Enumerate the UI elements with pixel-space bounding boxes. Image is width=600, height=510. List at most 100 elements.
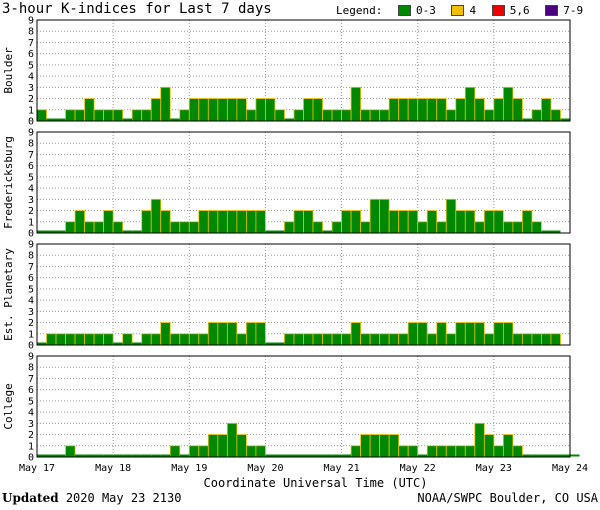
y-tick-label: 6 [28, 49, 34, 60]
k-index-bar [255, 445, 266, 458]
k-index-bar [74, 210, 85, 234]
k-index-bar [379, 109, 390, 122]
y-tick-label: 3 [28, 307, 34, 318]
legend-swatch-green [397, 5, 411, 16]
k-index-bar [303, 98, 314, 122]
updated-label: Updated [2, 491, 59, 505]
k-index-bar [150, 198, 162, 234]
k-index-bar [369, 434, 381, 458]
k-index-bar [293, 333, 304, 346]
k-index-bar [303, 333, 314, 346]
x-tick-label: May 17 [19, 463, 55, 474]
k-index-bar [436, 445, 447, 458]
y-tick-label: 6 [28, 273, 34, 284]
chart-title: 3-hour K-indices for Last 7 days [2, 1, 272, 17]
k-index-bar [455, 210, 466, 234]
k-index-bar [464, 210, 476, 234]
x-tick-label: May 23 [476, 463, 512, 474]
k-index-bar [179, 221, 190, 234]
k-index-bar [512, 221, 523, 234]
y-tick-label: 9 [28, 352, 34, 363]
y-tick-label: 5 [28, 284, 34, 295]
k-index-bar [350, 210, 362, 234]
k-index-bar [245, 322, 257, 346]
k-index-bar [493, 445, 504, 458]
x-tick-label: May 21 [324, 463, 360, 474]
k-index-bar [388, 333, 400, 346]
k-index-bar [284, 333, 295, 346]
y-tick-label: 4 [28, 408, 34, 419]
k-index-bar [312, 333, 323, 346]
k-index-bar [217, 322, 228, 346]
k-index-bar [207, 322, 219, 346]
k-index-bar [84, 221, 95, 234]
panel-label: Fredericksburg [2, 136, 15, 229]
k-index-bar [417, 221, 428, 234]
k-index-bar [274, 109, 285, 122]
y-tick-label: 7 [28, 262, 34, 273]
k-index-bar [112, 109, 124, 122]
legend-label: Legend: [336, 4, 383, 17]
k-index-bar [65, 333, 76, 346]
k-index-bar [65, 109, 76, 122]
k-index-bar [531, 109, 542, 122]
legend-swatch-yellow [451, 5, 465, 16]
k-index-bar [84, 333, 95, 346]
k-index-bar [407, 445, 419, 458]
k-index-bar [169, 221, 181, 234]
k-index-bar [284, 221, 295, 234]
k-index-bar [131, 109, 143, 122]
k-index-bar [398, 333, 409, 346]
y-tick-label: 2 [28, 318, 34, 329]
k-index-bar [46, 333, 57, 346]
k-index-bar [474, 98, 485, 122]
y-tick-label: 7 [28, 374, 34, 385]
y-tick-label: 1 [28, 105, 34, 116]
k-index-bar [502, 434, 514, 458]
k-index-bar [455, 98, 466, 122]
k-index-bar [398, 210, 409, 234]
legend-item-0-3: 0-3 [397, 4, 436, 17]
k-index-bar [150, 333, 162, 346]
k-index-bar [369, 333, 381, 346]
k-index-bar [502, 221, 514, 234]
k-index-bar [379, 434, 390, 458]
k-index-bar [226, 98, 238, 122]
y-tick-label: 8 [28, 139, 34, 150]
k-index-bar [198, 445, 209, 458]
y-tick-label: 4 [28, 72, 34, 83]
k-index-bar [226, 422, 238, 458]
y-tick-label: 1 [28, 217, 34, 228]
k-index-bar [312, 98, 323, 122]
k-index-bar [74, 109, 85, 122]
k-index-bar [198, 210, 209, 234]
k-index-bar [407, 98, 419, 122]
k-index-bar [531, 333, 542, 346]
k-index-bar [502, 322, 514, 346]
k-index-bar [207, 210, 219, 234]
k-index-bar [236, 98, 247, 122]
k-index-bar [426, 333, 438, 346]
k-index-bar [293, 210, 304, 234]
x-axis: May 17 May 18 May 19 May 20 May 21 May 22 May … [19, 463, 588, 490]
k-index-bar [464, 445, 476, 458]
k-index-bar [93, 109, 105, 122]
k-index-bar [179, 333, 190, 346]
k-index-bar [474, 322, 485, 346]
k-index-bar [217, 434, 228, 458]
k-index-bar [322, 109, 333, 122]
k-index-bar [303, 210, 314, 234]
k-index-bar [445, 198, 457, 234]
k-index-bar [350, 322, 362, 346]
legend-item-label: 5,6 [509, 4, 530, 17]
legend-item-label: 7-9 [563, 4, 584, 17]
updated-value: 2020 May 23 2130 [65, 491, 182, 505]
credit-text: NOAA/SWPC Boulder, CO USA [417, 491, 598, 505]
k-index-bar [341, 333, 352, 346]
k-index-bar [74, 333, 85, 346]
k-index-bar [331, 333, 342, 346]
k-index-bar [122, 333, 133, 346]
updated-stamp: Updated 2020 May 23 2130 [2, 491, 181, 505]
k-index-bar [141, 210, 152, 234]
